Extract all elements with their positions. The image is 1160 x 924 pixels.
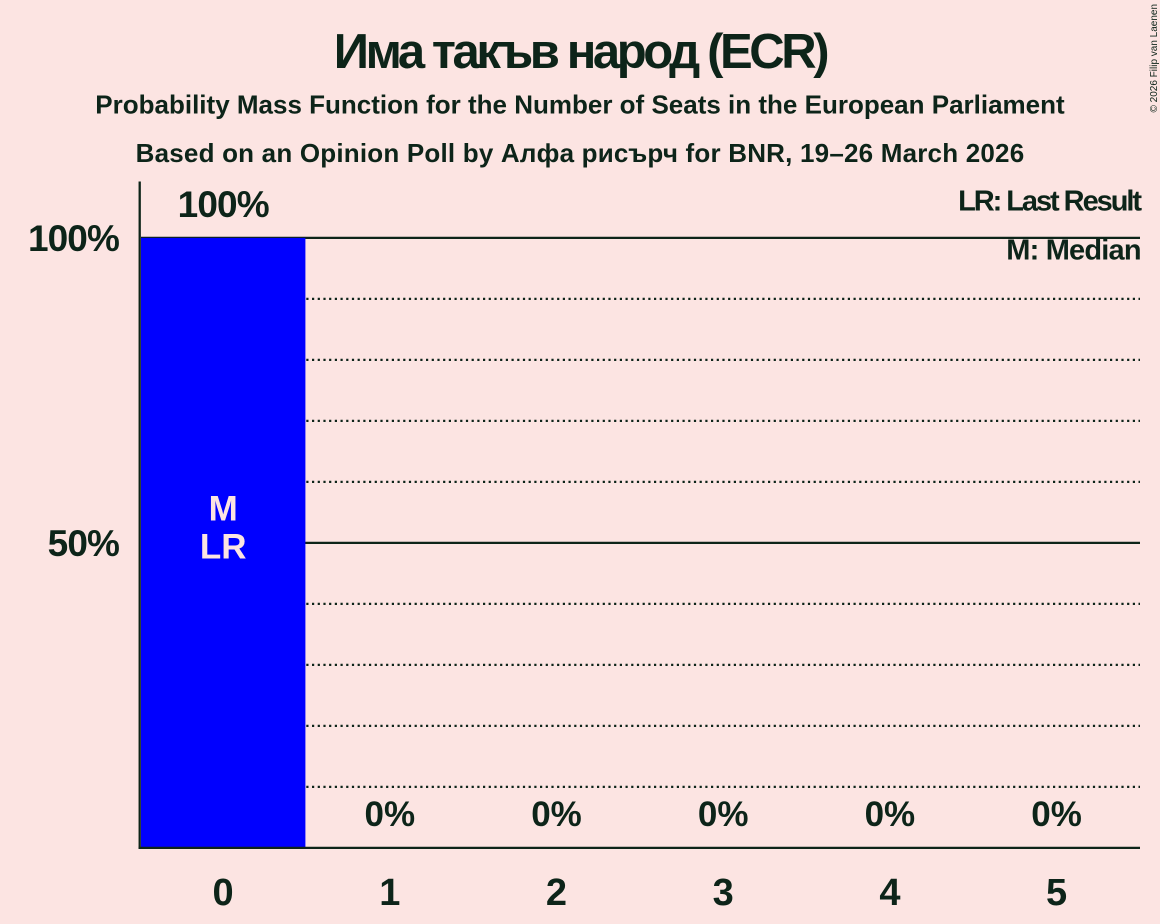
- svg-text:3: 3: [713, 872, 734, 914]
- svg-text:0%: 0%: [365, 795, 416, 834]
- svg-text:M: M: [209, 490, 238, 529]
- svg-text:Има такъв народ (ECR): Има такъв народ (ECR): [334, 25, 827, 79]
- svg-text:LR: LR: [200, 528, 247, 567]
- svg-text:M: Median: M: Median: [1006, 235, 1141, 267]
- svg-text:© 2026 Filip van Laenen: © 2026 Filip van Laenen: [1149, 4, 1160, 113]
- svg-text:0%: 0%: [1031, 795, 1082, 834]
- svg-text:Based on an Opinion Poll by Ал: Based on an Opinion Poll by Алфа рисърч …: [136, 138, 1025, 168]
- svg-text:1: 1: [379, 872, 400, 914]
- svg-text:100%: 100%: [178, 184, 269, 225]
- svg-text:0: 0: [213, 872, 234, 914]
- svg-text:5: 5: [1046, 872, 1067, 914]
- svg-text:4: 4: [879, 872, 900, 914]
- svg-text:50%: 50%: [48, 523, 119, 564]
- svg-text:Probability Mass Function for: Probability Mass Function for the Number…: [95, 90, 1065, 120]
- svg-text:0%: 0%: [865, 795, 916, 834]
- svg-text:0%: 0%: [698, 795, 749, 834]
- svg-text:LR: Last Result: LR: Last Result: [958, 186, 1142, 218]
- svg-text:100%: 100%: [28, 218, 119, 259]
- svg-text:2: 2: [546, 872, 567, 914]
- svg-text:0%: 0%: [531, 795, 582, 834]
